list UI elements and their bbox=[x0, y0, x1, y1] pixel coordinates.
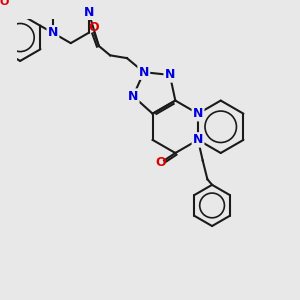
Text: N: N bbox=[165, 68, 175, 81]
Text: O: O bbox=[89, 21, 100, 34]
Text: N: N bbox=[48, 26, 58, 39]
Text: N: N bbox=[128, 90, 138, 103]
Text: O: O bbox=[155, 156, 166, 169]
Text: N: N bbox=[193, 134, 203, 146]
Text: O: O bbox=[0, 0, 9, 7]
Text: N: N bbox=[193, 107, 203, 120]
Text: N: N bbox=[83, 6, 94, 19]
Text: N: N bbox=[139, 66, 149, 79]
